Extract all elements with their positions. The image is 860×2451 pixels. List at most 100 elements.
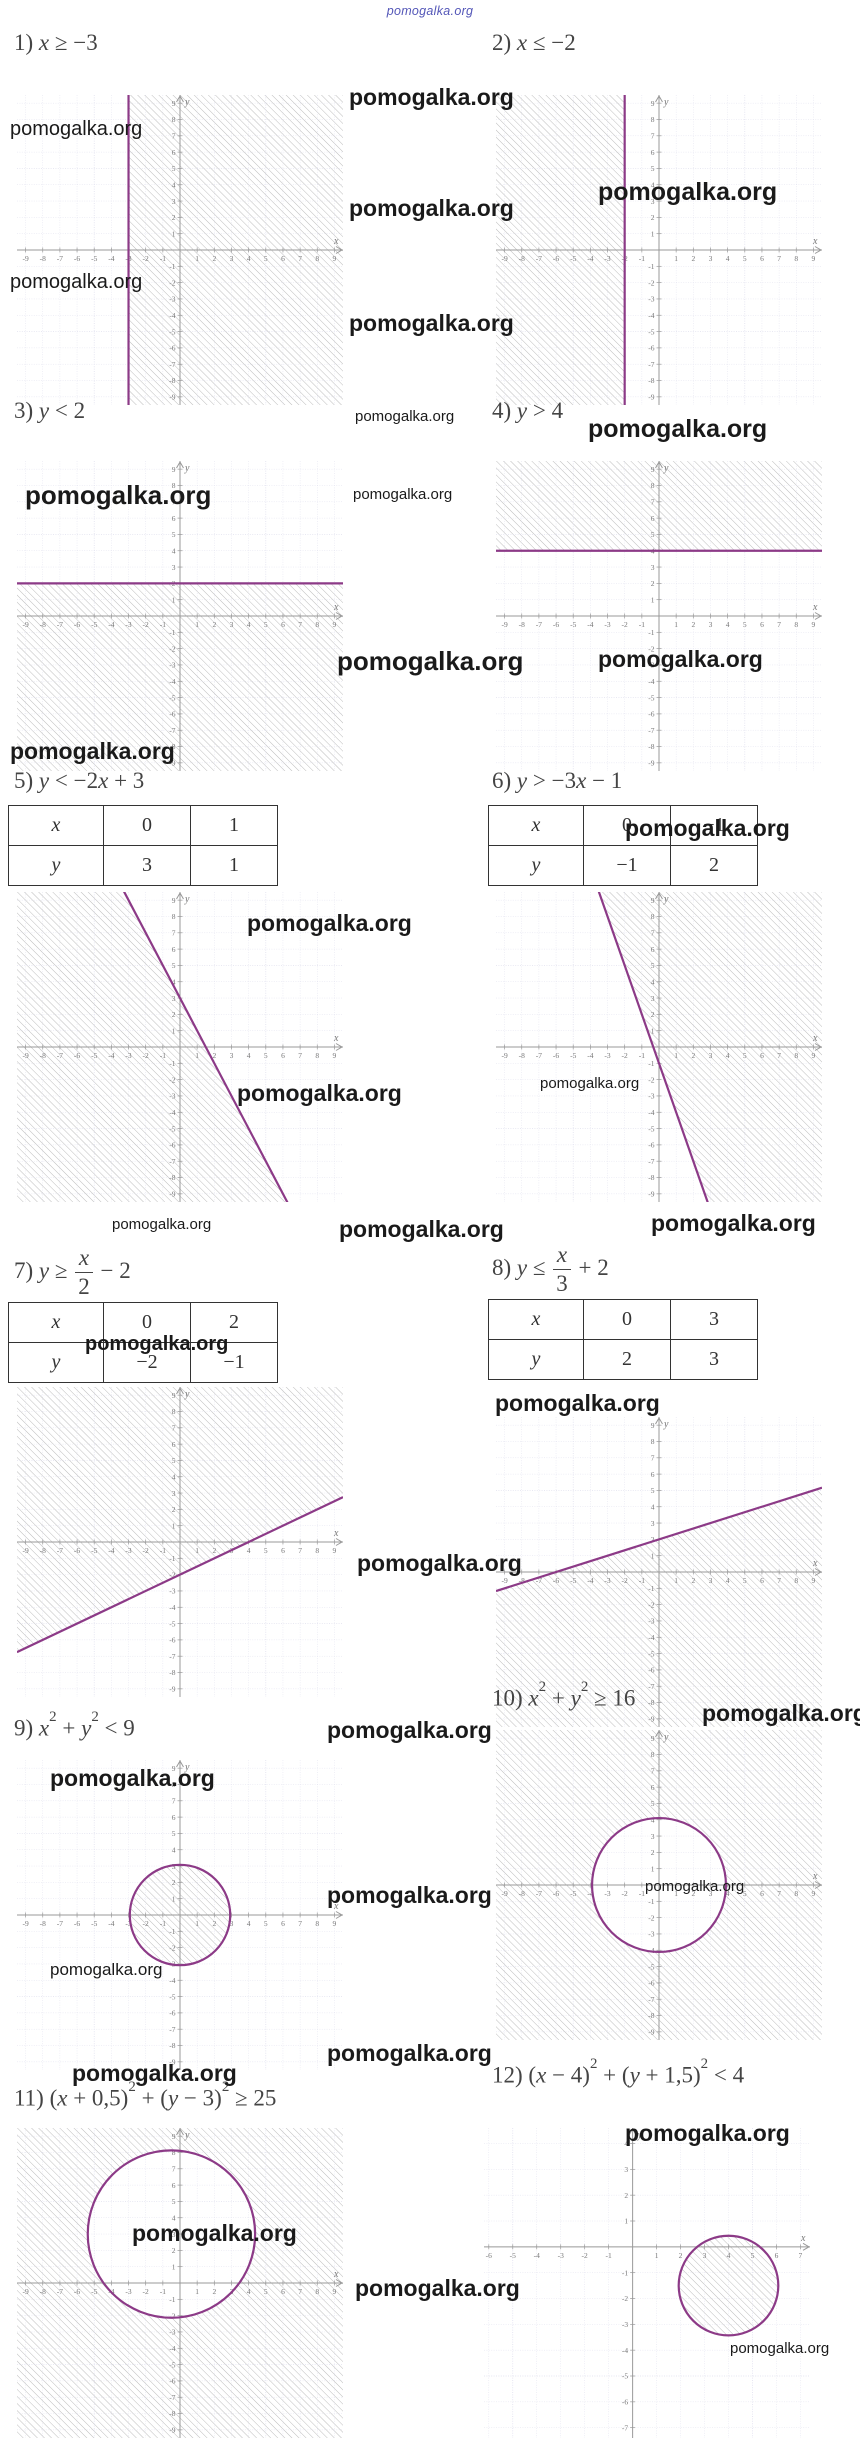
svg-text:3: 3 [651,563,655,572]
svg-text:-8: -8 [519,1889,525,1898]
svg-text:-7: -7 [648,726,654,735]
svg-text:-5: -5 [91,2287,97,2296]
svg-text:-7: -7 [622,2423,628,2432]
svg-text:-5: -5 [570,620,576,629]
svg-text:-1: -1 [160,254,166,263]
svg-text:5: 5 [651,164,655,173]
svg-text:-6: -6 [553,1889,559,1898]
svg-text:8: 8 [651,1437,655,1446]
svg-text:-6: -6 [648,344,654,353]
svg-text:-5: -5 [570,1576,576,1585]
svg-text:3: 3 [709,620,713,629]
svg-text:6: 6 [281,1546,285,1555]
svg-text:5: 5 [172,164,176,173]
svg-text:7: 7 [172,131,176,140]
svg-text:-8: -8 [648,376,654,385]
svg-text:-5: -5 [91,1546,97,1555]
svg-text:y: y [184,463,190,474]
svg-text:-7: -7 [57,254,63,263]
svg-text:-7: -7 [536,1051,542,1060]
svg-text:-7: -7 [169,2393,175,2402]
svg-text:-8: -8 [169,2041,175,2050]
svg-text:-2: -2 [143,620,149,629]
svg-text:-1: -1 [639,620,645,629]
svg-text:-8: -8 [648,742,654,751]
svg-text:5: 5 [264,1051,268,1060]
svg-text:-7: -7 [169,360,175,369]
svg-text:-4: -4 [108,1546,114,1555]
svg-text:-2: -2 [143,1546,149,1555]
svg-text:4: 4 [247,254,251,263]
svg-text:4: 4 [172,546,176,555]
svg-text:8: 8 [651,481,655,490]
svg-text:6: 6 [760,1051,764,1060]
svg-text:3: 3 [172,563,176,572]
svg-text:-1: -1 [648,628,654,637]
svg-text:-3: -3 [648,1930,654,1939]
svg-text:7: 7 [172,1423,176,1432]
svg-text:5: 5 [743,1576,747,1585]
svg-text:-6: -6 [648,1666,654,1675]
svg-text:-8: -8 [169,2409,175,2418]
svg-text:-3: -3 [604,1051,610,1060]
svg-text:-7: -7 [57,2287,63,2296]
svg-text:-3: -3 [648,1617,654,1626]
svg-text:-9: -9 [501,1889,507,1898]
svg-text:-6: -6 [74,2287,80,2296]
svg-text:3: 3 [172,197,176,206]
svg-text:6: 6 [651,1470,655,1479]
svg-text:-4: -4 [587,1576,593,1585]
svg-text:-9: -9 [648,1715,654,1724]
svg-text:1: 1 [172,1026,176,1035]
svg-text:-4: -4 [169,2344,175,2353]
svg-text:-1: -1 [160,2287,166,2296]
svg-text:-3: -3 [604,254,610,263]
svg-text:7: 7 [172,1796,176,1805]
svg-text:1: 1 [674,254,678,263]
svg-text:1: 1 [651,1551,655,1560]
svg-text:x: x [812,236,818,247]
svg-text:-6: -6 [486,2251,492,2260]
svg-text:-4: -4 [169,311,175,320]
svg-text:1: 1 [674,1576,678,1585]
svg-text:7: 7 [172,2164,176,2173]
svg-text:3: 3 [709,254,713,263]
svg-text:-4: -4 [648,1633,654,1642]
svg-text:x: x [333,236,339,247]
svg-text:-8: -8 [519,1051,525,1060]
svg-text:4: 4 [726,1051,730,1060]
svg-text:-8: -8 [519,620,525,629]
svg-text:6: 6 [651,148,655,157]
svg-text:1: 1 [651,595,655,604]
svg-text:4: 4 [726,254,730,263]
svg-text:y: y [184,894,190,905]
svg-text:-5: -5 [169,1992,175,2001]
svg-text:x: x [333,602,339,613]
svg-text:9: 9 [812,1051,816,1060]
svg-text:4: 4 [726,1576,730,1585]
svg-text:-4: -4 [108,254,114,263]
svg-text:-4: -4 [169,1976,175,1985]
svg-text:-5: -5 [648,1124,654,1133]
svg-text:6: 6 [172,514,176,523]
svg-text:-7: -7 [169,1652,175,1661]
svg-text:-7: -7 [648,1995,654,2004]
svg-text:-6: -6 [169,344,175,353]
svg-text:-6: -6 [553,1576,559,1585]
svg-text:6: 6 [760,1576,764,1585]
svg-text:7: 7 [651,928,655,937]
svg-text:1: 1 [195,2287,199,2296]
svg-text:1: 1 [172,1894,176,1903]
svg-text:-6: -6 [74,254,80,263]
svg-text:-6: -6 [648,1141,654,1150]
svg-text:1: 1 [172,595,176,604]
svg-text:-3: -3 [169,1092,175,1101]
svg-text:4: 4 [247,1051,251,1060]
svg-text:9: 9 [812,1576,816,1585]
svg-text:6: 6 [760,254,764,263]
svg-text:-7: -7 [57,620,63,629]
svg-text:-8: -8 [40,254,46,263]
svg-text:4: 4 [247,620,251,629]
svg-text:-4: -4 [587,1051,593,1060]
svg-text:6: 6 [172,945,176,954]
